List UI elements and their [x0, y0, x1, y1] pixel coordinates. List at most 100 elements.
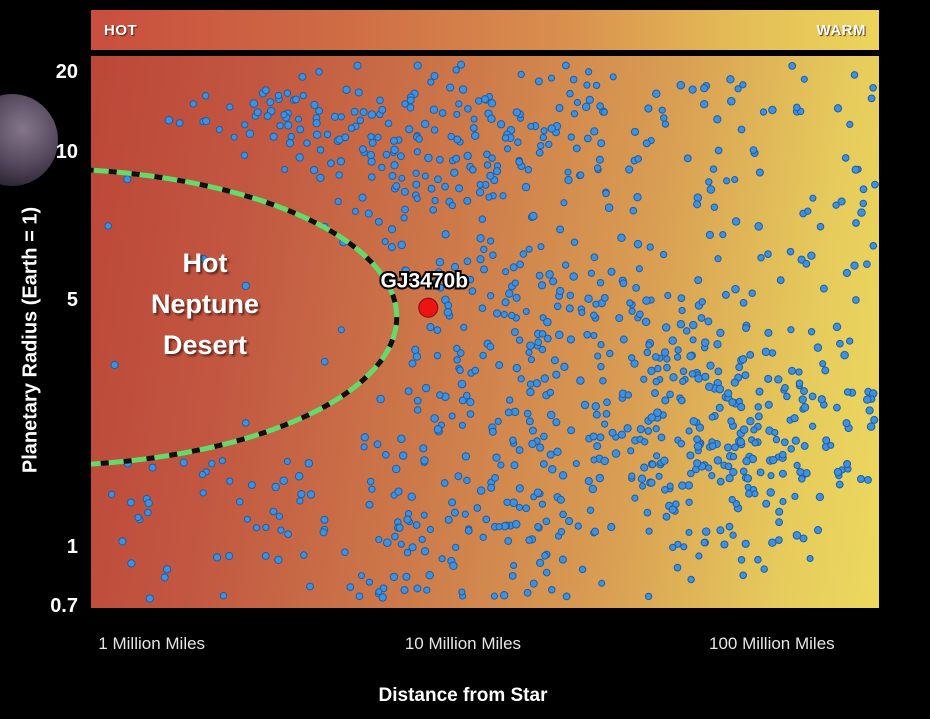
- scatter-point: [693, 459, 702, 468]
- scatter-point: [664, 291, 672, 300]
- scatter-point: [403, 515, 412, 524]
- scatter-point: [724, 462, 733, 471]
- scatter-point: [279, 476, 288, 485]
- scatter-point: [764, 250, 772, 258]
- scatter-point: [341, 548, 349, 557]
- scatter-point: [593, 164, 602, 172]
- scatter-point: [550, 356, 559, 365]
- warm-label: WARM: [816, 21, 866, 39]
- scatter-point: [306, 490, 316, 499]
- scatter-point: [543, 334, 552, 343]
- scatter-point: [808, 392, 817, 401]
- scatter-point: [389, 572, 399, 582]
- scatter-point: [400, 187, 409, 196]
- scatter-point: [700, 338, 710, 347]
- scatter-point: [412, 169, 420, 177]
- scatter-point: [450, 168, 459, 177]
- scatter-point: [230, 133, 238, 141]
- scatter-point: [641, 438, 649, 446]
- scatter-point: [597, 362, 605, 371]
- scatter-point: [640, 463, 649, 472]
- scatter-point: [652, 425, 660, 433]
- scatter-point: [755, 387, 764, 396]
- scatter-point: [512, 363, 522, 373]
- scatter-point: [284, 121, 293, 130]
- scatter-point: [241, 121, 249, 129]
- scatter-point: [764, 400, 773, 409]
- scatter-point: [433, 425, 443, 434]
- scatter-point: [583, 81, 591, 89]
- scatter-point: [365, 500, 374, 509]
- scatter-point: [566, 89, 574, 98]
- scatter-point: [463, 196, 472, 205]
- scatter-point: [336, 157, 346, 166]
- scatter-point: [368, 138, 377, 147]
- scatter-point: [285, 139, 295, 148]
- scatter-point: [526, 341, 535, 350]
- scatter-point: [704, 317, 713, 326]
- scatter-point: [360, 443, 368, 451]
- scatter-point: [567, 133, 575, 141]
- scatter-point: [330, 112, 339, 121]
- scatter-point: [353, 61, 362, 70]
- scatter-point: [590, 331, 598, 340]
- scatter-point: [729, 467, 738, 477]
- scatter-point: [816, 222, 825, 231]
- scatter-point: [661, 485, 669, 494]
- scatter-point: [642, 296, 651, 305]
- scatter-point: [341, 133, 350, 142]
- scatter-point: [446, 83, 455, 92]
- scatter-point: [680, 543, 688, 551]
- scatter-point: [727, 96, 736, 106]
- scatter-point: [510, 461, 519, 470]
- scatter-point: [566, 335, 576, 344]
- scatter-point: [833, 403, 841, 412]
- scatter-point: [403, 548, 412, 557]
- gj3470b-label: GJ3470b: [380, 270, 468, 293]
- scatter-point: [306, 582, 314, 591]
- scatter-point: [252, 524, 261, 532]
- scatter-point: [476, 255, 485, 264]
- scatter-point: [294, 471, 304, 481]
- scatter-point: [556, 286, 565, 296]
- scatter-point: [742, 456, 751, 466]
- scatter-point: [299, 91, 307, 100]
- scatter-point: [584, 68, 593, 76]
- scatter-point: [863, 395, 872, 404]
- scatter-point: [728, 398, 737, 407]
- scatter-point: [697, 314, 706, 322]
- scatter-point: [651, 389, 659, 398]
- scatter-point: [319, 528, 328, 537]
- scatter-point: [431, 278, 440, 287]
- scatter-point: [859, 199, 868, 208]
- desert-boundary-curve: [91, 167, 400, 467]
- scatter-point: [781, 383, 789, 392]
- scatter-point: [743, 474, 753, 483]
- scatter-point: [466, 275, 475, 284]
- scatter-point: [460, 323, 468, 331]
- scatter-point: [523, 588, 532, 597]
- scatter-point: [226, 477, 234, 485]
- scatter-point: [695, 423, 705, 432]
- scatter-point: [792, 531, 802, 540]
- scatter-point: [846, 337, 854, 345]
- scatter-point: [450, 262, 460, 272]
- scatter-point: [456, 366, 464, 374]
- scatter-point: [859, 185, 868, 194]
- scatter-point: [806, 554, 814, 563]
- scatter-point: [413, 406, 422, 414]
- scatter-point: [494, 417, 502, 426]
- scatter-point: [366, 150, 376, 160]
- scatter-point: [540, 374, 549, 383]
- scatter-point: [537, 243, 545, 251]
- scatter-point: [796, 467, 805, 477]
- scatter-point: [525, 245, 533, 253]
- scatter-point: [648, 460, 657, 469]
- scatter-point: [522, 504, 531, 513]
- scatter-point: [727, 417, 735, 425]
- scatter-point: [406, 96, 415, 105]
- scatter-point: [401, 205, 409, 214]
- scatter-point: [515, 484, 524, 493]
- scatter-point: [843, 460, 852, 468]
- scatter-point: [754, 222, 763, 231]
